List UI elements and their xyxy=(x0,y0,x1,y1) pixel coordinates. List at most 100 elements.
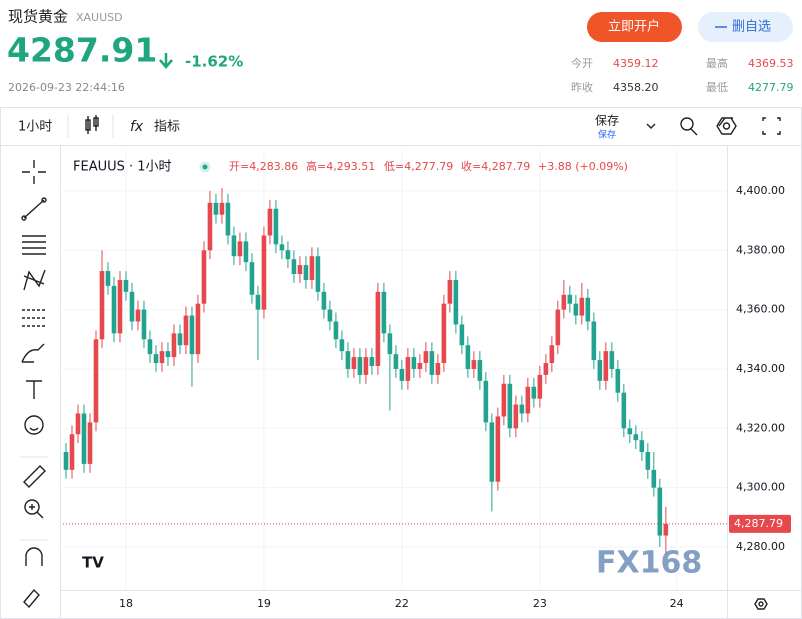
candle-type-icon[interactable] xyxy=(85,115,99,134)
candle-body xyxy=(507,383,513,429)
y-tick-label: 4,360.00 xyxy=(736,303,785,316)
candle-body xyxy=(495,416,501,482)
tv-logo-bg xyxy=(78,548,108,576)
legend-item: 开=4,283.86 xyxy=(229,160,298,173)
candle-body xyxy=(249,262,255,295)
candle-body xyxy=(627,428,633,435)
candle-body xyxy=(363,357,369,375)
legend-item: 高=4,293.51 xyxy=(306,159,375,173)
toolbar-icons[interactable] xyxy=(680,117,781,136)
candle-body xyxy=(393,354,399,369)
candle-body xyxy=(87,422,93,464)
candle-body xyxy=(237,241,243,257)
candle-body xyxy=(549,345,555,364)
candle-body xyxy=(297,265,303,275)
open-account-label[interactable]: 立即开户 xyxy=(608,19,660,35)
candle-body xyxy=(537,374,543,399)
candle-body xyxy=(303,265,309,280)
candle-body xyxy=(531,386,537,399)
save-dropdown[interactable] xyxy=(646,123,656,129)
candle-body xyxy=(525,386,531,414)
candle-body xyxy=(309,256,315,280)
candle-body xyxy=(105,271,111,286)
candle-body xyxy=(663,523,669,536)
candle-body xyxy=(465,345,471,369)
candle-body xyxy=(111,285,117,334)
stat-value: 4369.53 xyxy=(748,57,794,70)
x-tick-label: 22 xyxy=(395,597,409,610)
y-tick-label: 4,400.00 xyxy=(736,184,785,197)
candle-body xyxy=(171,333,177,358)
candle-body xyxy=(75,413,81,435)
interval-button[interactable]: 1小时 xyxy=(18,120,52,135)
fx-icon[interactable]: fx xyxy=(130,119,144,135)
candle-body xyxy=(243,241,249,263)
legend-item: 低=4,277.79 xyxy=(384,160,453,173)
candle-body xyxy=(573,303,579,316)
legend-item: +3.88 (+0.09%) xyxy=(538,160,628,173)
candle-body xyxy=(285,250,291,260)
candle-body xyxy=(339,339,345,352)
candle-body xyxy=(567,294,573,304)
candle-body xyxy=(489,422,495,482)
candle-body xyxy=(291,259,297,275)
stat-label: 昨收 xyxy=(571,80,593,94)
candle-body xyxy=(453,279,459,325)
plot: 4,280.00 4,300.00 4,320.00 4,340.00 4,360.00… xyxy=(63,150,791,610)
x-tick-label: 19 xyxy=(257,597,271,610)
candle-body xyxy=(501,383,507,417)
candle-body xyxy=(147,339,153,355)
candle-body xyxy=(357,357,363,375)
drawing-tools[interactable] xyxy=(21,160,47,609)
stat-value: 4358.20 xyxy=(613,81,659,94)
open-account-button[interactable] xyxy=(587,12,682,42)
indicators-button[interactable]: 指标 xyxy=(154,120,180,135)
x-tick-label: 18 xyxy=(119,597,133,610)
candle-body xyxy=(375,291,381,366)
last-price-label: 4,287.79 xyxy=(734,517,783,530)
candle-body xyxy=(447,279,453,304)
chart-frame xyxy=(0,107,802,619)
candle-body xyxy=(261,235,267,310)
save-sub: 保存 xyxy=(598,129,616,141)
instrument-code: XAUUSD xyxy=(76,11,123,24)
candle-body xyxy=(597,360,603,381)
save-button[interactable]: 保存 xyxy=(595,114,619,128)
candle-body xyxy=(189,315,195,355)
candle-body xyxy=(69,434,75,470)
candle-body xyxy=(381,291,387,334)
candle-body xyxy=(471,360,477,369)
candle-body xyxy=(351,357,357,369)
candle-body xyxy=(387,333,393,355)
candle-body xyxy=(153,354,159,364)
candle-body xyxy=(561,294,567,310)
candle-body xyxy=(321,291,327,310)
candle-body xyxy=(585,297,591,322)
down-arrow xyxy=(159,53,173,69)
candle-body xyxy=(483,380,489,423)
candle-body xyxy=(279,244,285,251)
last-price-tag xyxy=(729,514,791,533)
candle-body xyxy=(213,202,219,215)
candle-body xyxy=(165,351,171,358)
candle-body xyxy=(327,309,333,322)
candle-body xyxy=(609,351,615,369)
remove-watch-button[interactable] xyxy=(698,12,793,42)
candle-body xyxy=(135,309,141,322)
settings-icon[interactable] xyxy=(754,598,768,610)
candle-body xyxy=(201,250,207,304)
candle-body xyxy=(411,357,417,369)
candle-body xyxy=(273,208,279,245)
candle-body xyxy=(81,413,87,464)
stat-label: 今开 xyxy=(571,56,593,70)
candle-body xyxy=(423,351,429,364)
candle-body xyxy=(63,452,69,470)
candle-body xyxy=(405,357,411,381)
watermark: FX168 xyxy=(596,546,702,581)
price: 4287.91 xyxy=(7,31,157,70)
candle-body xyxy=(255,294,261,310)
candle-body xyxy=(369,357,375,366)
remove-watch-label[interactable]: 删自选 xyxy=(732,20,771,35)
candle-body xyxy=(513,404,519,429)
candle-body xyxy=(657,487,663,536)
